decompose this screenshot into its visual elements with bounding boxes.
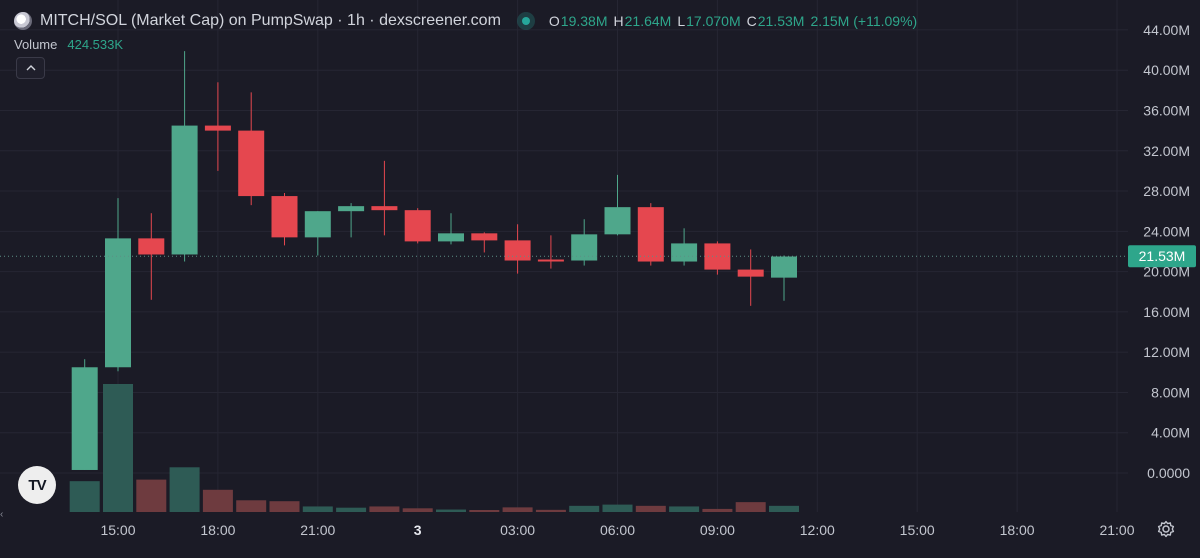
volume-bar (269, 501, 300, 512)
volume-bar (436, 509, 466, 512)
candle-body[interactable] (371, 206, 398, 211)
volume-bar (202, 489, 233, 512)
candle-body[interactable] (537, 259, 564, 262)
ohlc-open-label: O (548, 13, 560, 29)
y-tick-label: 28.00M (1143, 183, 1190, 199)
y-tick-label: 16.00M (1143, 304, 1190, 320)
y-tick-label: 36.00M (1143, 102, 1190, 118)
y-tick-label: 44.00M (1143, 22, 1190, 38)
volume-label: Volume (14, 37, 58, 52)
volume-bar (569, 505, 600, 512)
volume-bar (236, 500, 267, 512)
y-tick-label: 8.00M (1151, 384, 1190, 400)
volume-bar (103, 384, 133, 512)
gear-icon[interactable] (1156, 519, 1176, 539)
y-tick-label: 32.00M (1143, 143, 1190, 159)
x-tick-label: 03:00 (500, 522, 535, 538)
volume-bar (69, 481, 100, 512)
volume-bar (669, 506, 700, 512)
candle-body[interactable] (171, 125, 198, 255)
volume-value: 424.533K (67, 37, 124, 52)
volume-bar (602, 504, 633, 512)
y-tick-label: 4.00M (1151, 425, 1190, 441)
volume-bar (136, 479, 167, 512)
volume-bar (369, 506, 400, 512)
x-tick-label: 06:00 (600, 522, 635, 538)
y-tick-label: 20.00M (1143, 264, 1190, 280)
ohlc-high-value: 21.64M (624, 13, 672, 29)
ohlc-readout: O19.38M H21.64M L17.070M C21.53M 2.15M (… (549, 13, 917, 29)
x-tick-label: 12:00 (800, 522, 835, 538)
volume-bar (402, 508, 433, 512)
volume-bar (302, 506, 333, 512)
y-tick-label: 0.0000 (1147, 465, 1190, 481)
candle-body[interactable] (204, 125, 231, 131)
current-price-line: 21.53M (0, 245, 1196, 268)
candle-body[interactable] (604, 207, 631, 235)
collapse-legend-button[interactable] (16, 57, 45, 79)
x-tick-label: 09:00 (700, 522, 735, 538)
candle-body[interactable] (438, 233, 464, 242)
ohlc-low-value: 17.070M (686, 13, 741, 29)
live-dot-icon (516, 12, 535, 30)
volume-bars (69, 384, 799, 512)
volume-bar (735, 502, 766, 512)
volume-legend: Volume 424.533K (14, 37, 123, 52)
scroll-left-arrow-icon[interactable]: ‹ (0, 509, 4, 520)
chart-header: MITCH/SOL (Market Cap) on PumpSwap · 1h … (14, 10, 917, 32)
candle-body[interactable] (138, 238, 165, 255)
candle-body[interactable] (404, 210, 431, 242)
x-axis: 15:00 18:00 21:00 3 03:00 06:00 09:00 12:00 15:0… (100, 522, 1134, 538)
ohlc-close-value: 21.53M (757, 13, 805, 29)
candle-body[interactable] (471, 233, 498, 241)
x-tick-label: 15:00 (900, 522, 935, 538)
tradingview-logo[interactable]: TV (18, 466, 56, 504)
x-tick-label: 18:00 (1000, 522, 1035, 538)
x-tick-label: 3 (414, 522, 422, 538)
volume-bar (469, 510, 500, 512)
volume-bar (336, 507, 367, 512)
x-tick-label: 18:00 (200, 522, 235, 538)
y-axis: 44.00M 40.00M 36.00M 32.00M 28.00M 24.00M 20.0… (1143, 22, 1190, 481)
volume-bar (535, 509, 566, 512)
candle-body[interactable] (737, 269, 764, 277)
token-logo-icon (14, 12, 32, 30)
current-price-label: 21.53M (1139, 248, 1186, 264)
candles (71, 51, 797, 470)
volume-bar (702, 508, 733, 512)
volume-bar (169, 467, 200, 512)
candle-body[interactable] (304, 211, 331, 238)
chevron-up-icon (26, 65, 35, 71)
volume-bar (769, 505, 799, 512)
x-tick-label: 21:00 (300, 522, 335, 538)
ohlc-open-value: 19.38M (560, 13, 608, 29)
candle-body[interactable] (504, 240, 531, 261)
chart-title: MITCH/SOL (Market Cap) on PumpSwap · 1h … (40, 12, 501, 29)
candle-body[interactable] (637, 207, 664, 262)
ohlc-low-label: L (677, 13, 686, 29)
y-tick-label: 12.00M (1143, 344, 1190, 360)
y-tick-label: 40.00M (1143, 62, 1190, 78)
volume-bar (635, 505, 666, 512)
candle-body[interactable] (671, 243, 698, 262)
candle-body[interactable] (71, 367, 98, 470)
x-tick-label: 21:00 (1099, 522, 1134, 538)
candle-body[interactable] (238, 130, 265, 197)
candle-body[interactable] (771, 256, 797, 278)
y-tick-label: 24.00M (1143, 223, 1190, 239)
ohlc-change: 2.15M (+11.09%) (810, 13, 918, 29)
candle-body[interactable] (105, 238, 131, 368)
candle-body[interactable] (271, 196, 298, 238)
volume-bar (502, 507, 533, 512)
current-price-tag (1128, 245, 1196, 268)
ohlc-close-label: C (746, 13, 757, 29)
x-tick-label: 15:00 (100, 522, 135, 538)
candle-body[interactable] (338, 206, 365, 212)
ohlc-high-label: H (613, 13, 624, 29)
